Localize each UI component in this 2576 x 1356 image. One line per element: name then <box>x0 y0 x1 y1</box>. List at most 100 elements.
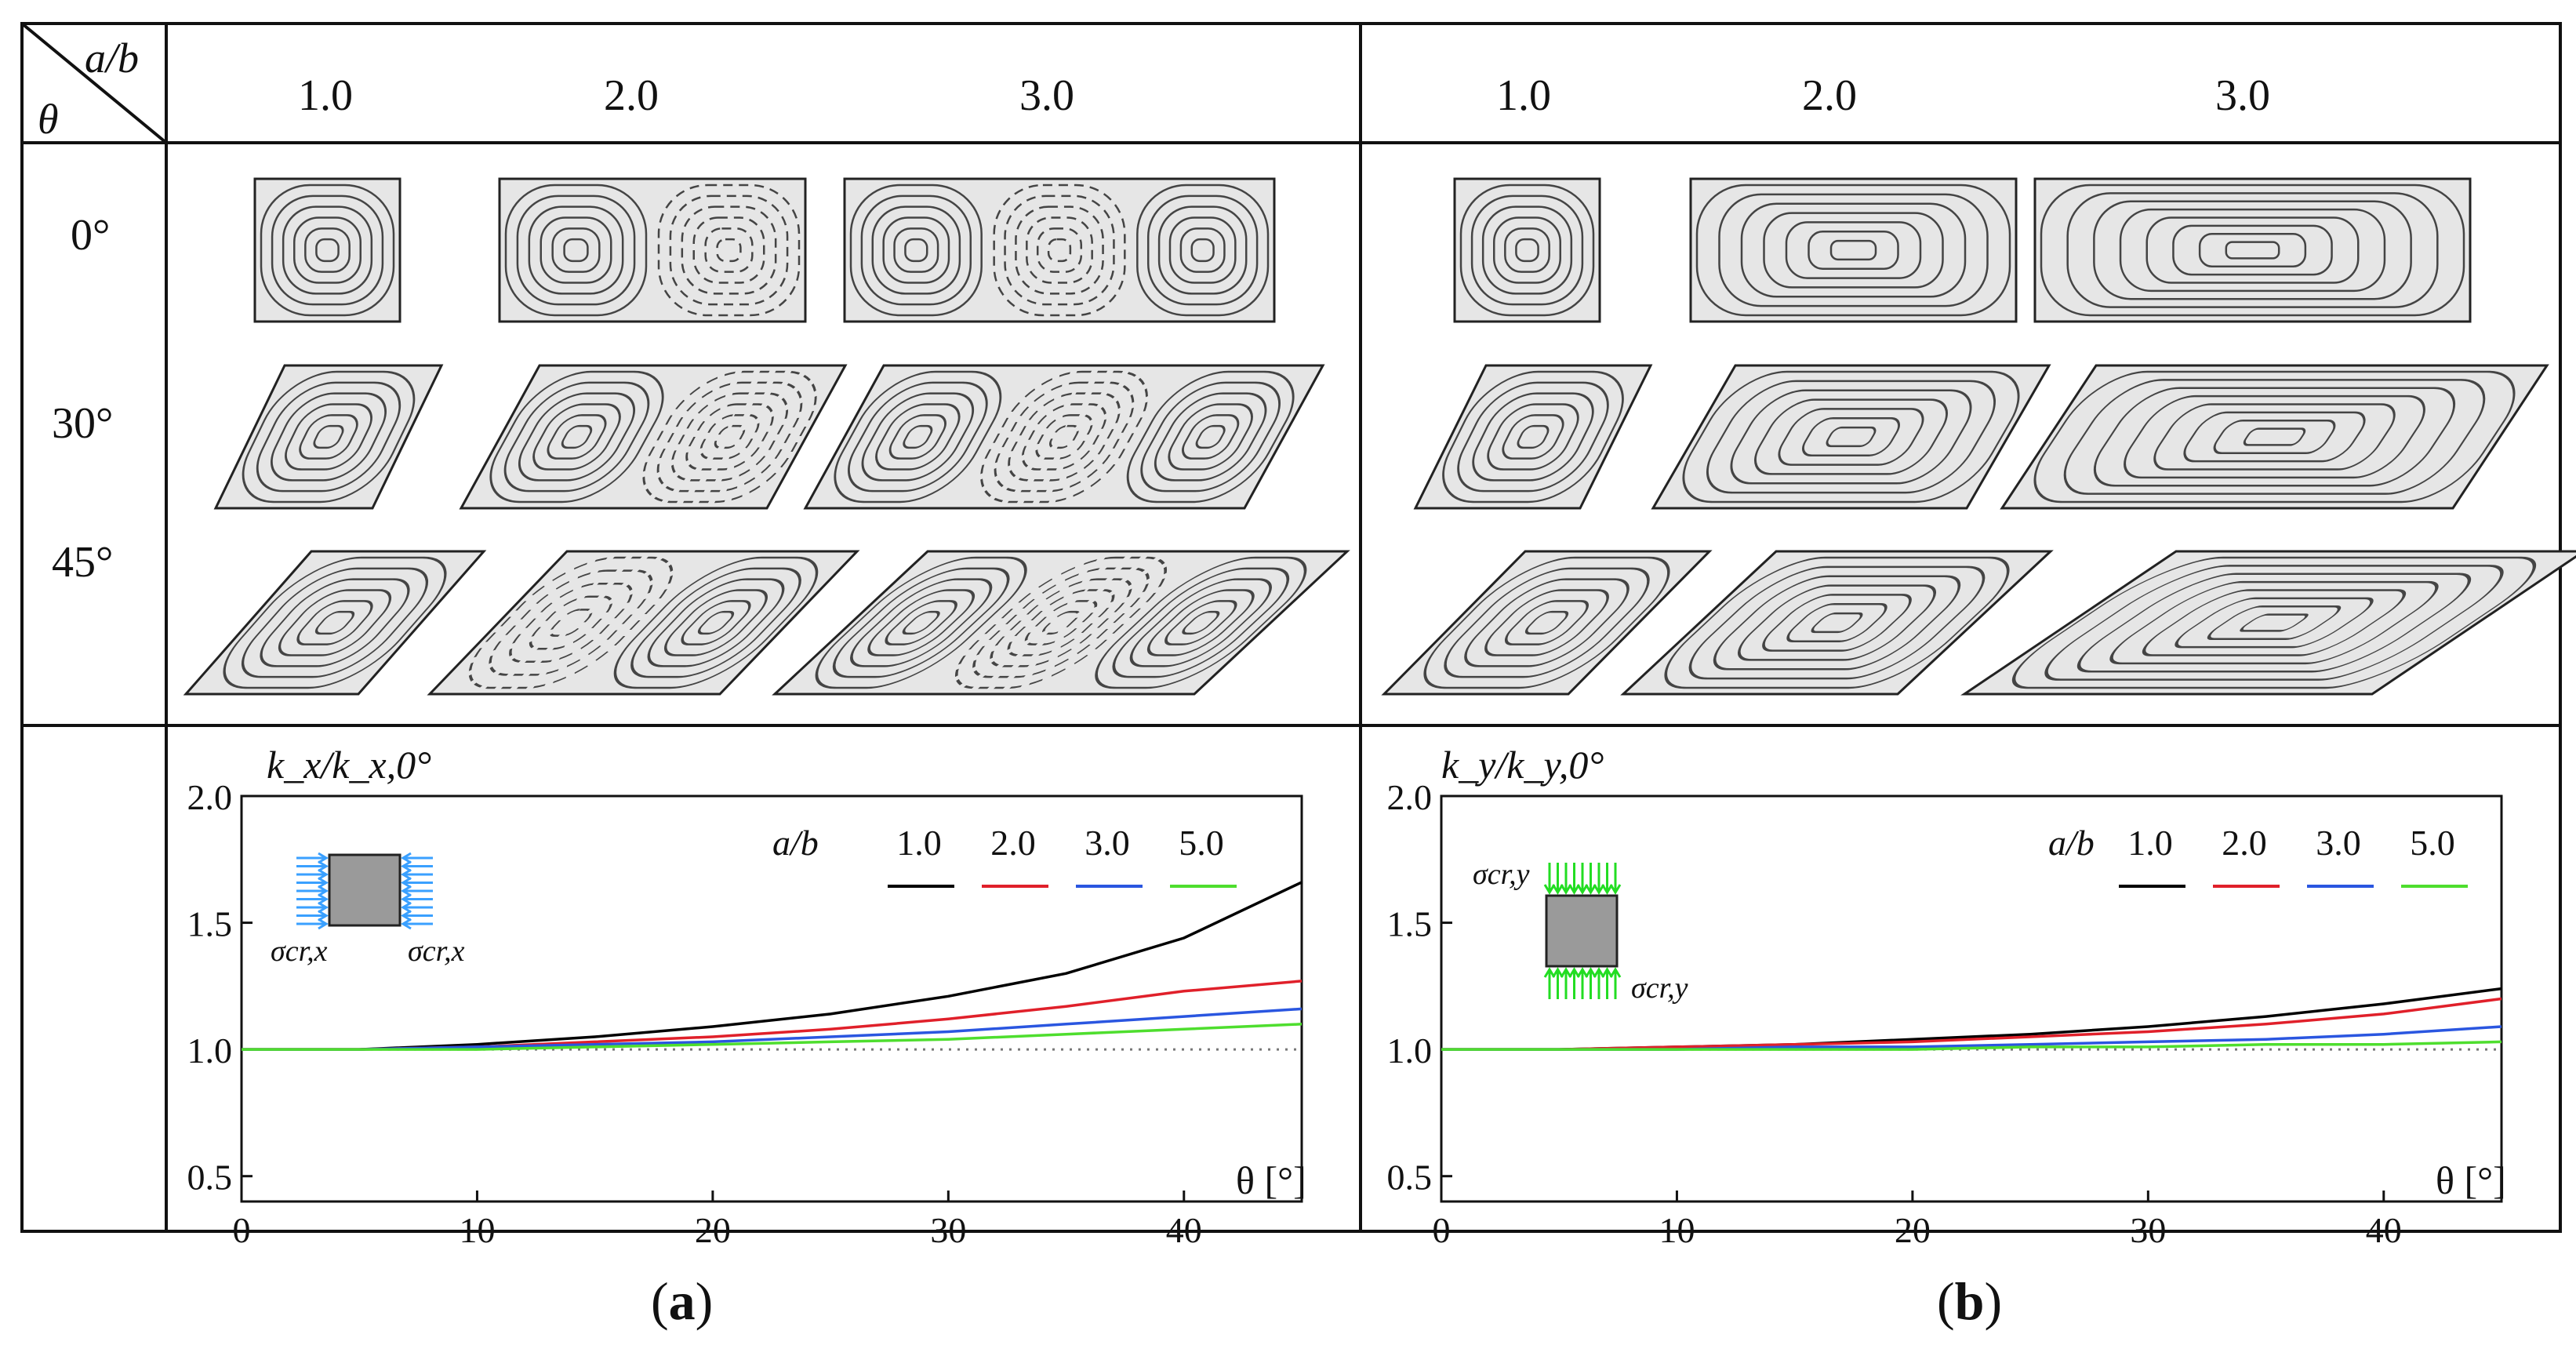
contour-line <box>1695 184 2011 317</box>
contour-line <box>1026 216 1093 284</box>
contour-line <box>468 556 674 689</box>
legend-label-1.0: 1.0 <box>896 823 942 863</box>
panel-letter-a: a <box>668 1271 696 1331</box>
contour-line <box>875 403 961 471</box>
contour-line <box>1146 589 1255 656</box>
plate-outline <box>1620 550 2054 696</box>
load-arrow-head <box>1576 884 1589 895</box>
contour-line <box>241 567 429 678</box>
contour-line <box>1140 381 1281 493</box>
contour-line <box>972 567 1150 678</box>
contour-line <box>1524 610 1569 635</box>
contour-line <box>299 414 358 460</box>
contour-line <box>1688 565 1986 680</box>
load-arrow-head <box>1543 967 1556 978</box>
plate-outline <box>1960 550 2576 696</box>
contour-line <box>2243 427 2306 446</box>
contour-line <box>704 227 754 273</box>
contour-line <box>993 184 1126 317</box>
contour-line <box>861 392 975 482</box>
plate-outline <box>1453 177 1601 323</box>
xlabel-a: θ [°] <box>1236 1158 1306 1202</box>
chart-panel-b: k_y/k_y,0° θ [°] a/b σcr,y σcr,y 0.5 1.0 1… <box>1387 743 2506 1250</box>
contour-line <box>1517 424 1550 449</box>
contour-line <box>656 381 803 493</box>
contour-line <box>561 424 593 449</box>
x-tick-label: 40 <box>1166 1210 1202 1250</box>
contour-line <box>1164 600 1237 645</box>
contour-line <box>223 556 447 689</box>
contour-line <box>1737 584 1937 661</box>
contour-line <box>2225 241 2280 260</box>
contour-line <box>893 227 939 273</box>
contour-line <box>2213 420 2336 454</box>
plate-outline <box>427 550 860 696</box>
compression-arrows-x <box>296 852 433 930</box>
y-tick-label: 2.0 <box>187 777 233 817</box>
legend-label-3.0: 3.0 <box>1085 823 1130 863</box>
load-arrow-head <box>401 893 412 905</box>
header-ratio-b-2: 2.0 <box>1802 71 1857 120</box>
corner-ratio-label: a/b <box>85 35 139 82</box>
contour-line <box>282 205 373 295</box>
plate-outline <box>843 177 1276 323</box>
load-arrow-head <box>318 860 329 872</box>
contour-line <box>516 194 636 306</box>
contour-line <box>699 414 760 460</box>
contour-line <box>1502 414 1564 460</box>
contour-line <box>882 216 950 284</box>
contour-line <box>902 610 940 635</box>
contour-line <box>2142 589 2407 656</box>
contour-line <box>1785 221 1922 279</box>
mode-shape-plates <box>183 177 2576 696</box>
legend-label-5.0: 5.0 <box>2410 823 2455 863</box>
contour-line <box>256 381 401 493</box>
plate-b-45-2 <box>1620 550 2054 696</box>
contour-line <box>528 205 624 295</box>
plate-a-0-2 <box>498 177 807 323</box>
contour-line <box>549 609 593 637</box>
load-arrow-head <box>1552 967 1564 978</box>
contour-line <box>871 205 961 295</box>
plate-outline <box>2000 364 2549 510</box>
load-arrow-head <box>1593 884 1605 895</box>
contour-line <box>489 370 664 504</box>
angle-label-45: 45° <box>52 538 113 587</box>
plate-outline <box>498 177 807 323</box>
plate-a-45-3 <box>772 550 1350 696</box>
plate-b-0-2 <box>1689 177 2018 323</box>
plate-outline <box>1651 364 2051 510</box>
contour-line <box>1048 424 1080 449</box>
contour-line <box>714 424 746 449</box>
contour-line <box>2076 573 2472 673</box>
ylabel-b: k_y/k_y,0° <box>1441 743 1604 787</box>
contour-line <box>1008 392 1121 482</box>
contour-line <box>815 556 1027 689</box>
contour-line <box>2093 200 2412 300</box>
contour-line <box>1024 600 1098 645</box>
contour-line <box>2011 556 2537 689</box>
contour-line <box>1826 426 1877 448</box>
series-line-2.0 <box>1441 997 2502 1051</box>
contour-line <box>1464 578 1630 667</box>
contour-line <box>990 578 1132 667</box>
contour-line <box>1786 603 1887 642</box>
legend-title-a: a/b <box>772 823 819 863</box>
header-ratio-a-2: 2.0 <box>604 71 659 120</box>
contour-line <box>2198 233 2307 267</box>
series-line-5.0 <box>242 1023 1303 1051</box>
contour-line <box>867 589 976 656</box>
y-tick-label: 1.0 <box>1387 1031 1433 1071</box>
contour-line <box>663 589 768 656</box>
inset-label-left-b: σcr,y <box>1473 858 1530 891</box>
plate-outline <box>1689 177 2018 323</box>
load-arrow-head <box>1601 967 1613 978</box>
plate-b-30-2 <box>1651 364 2051 510</box>
load-arrow-head <box>1609 967 1622 978</box>
contour-line <box>1154 392 1267 482</box>
load-arrow-head <box>1552 884 1564 895</box>
plate-outline <box>1413 364 1653 510</box>
contour-line <box>630 567 801 678</box>
load-arrow-head <box>1585 884 1597 895</box>
plate-outline <box>459 364 848 510</box>
